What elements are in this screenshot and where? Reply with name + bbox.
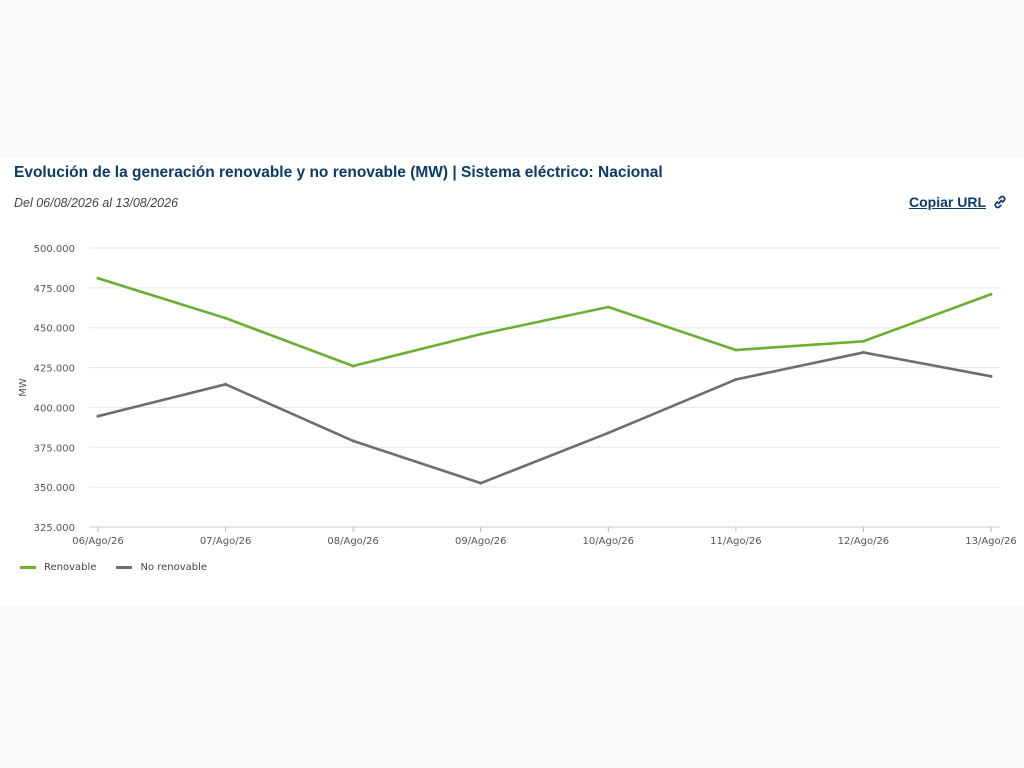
series-line-renovable bbox=[96, 276, 993, 368]
data-point bbox=[224, 316, 228, 320]
x-tick-label: 10/Ago/26 bbox=[583, 536, 635, 547]
data-point bbox=[479, 481, 483, 485]
data-point bbox=[224, 382, 228, 386]
copy-url-label: Copiar URL bbox=[909, 194, 986, 210]
data-point bbox=[479, 332, 483, 336]
legend-label-renovable: Renovable bbox=[44, 562, 97, 573]
chart-title: Evolución de la generación renovable y n… bbox=[14, 164, 663, 181]
data-point bbox=[351, 439, 355, 443]
copy-url-button[interactable]: Copiar URL bbox=[909, 194, 1008, 210]
data-point bbox=[606, 431, 610, 435]
data-point bbox=[351, 364, 355, 368]
y-tick-label: 500.000 bbox=[34, 244, 75, 255]
y-tick-label: 375.000 bbox=[34, 443, 75, 454]
x-tick-label: 09/Ago/26 bbox=[455, 536, 507, 547]
legend: Renovable No renovable bbox=[20, 562, 207, 573]
series-line-no-renovable bbox=[96, 351, 993, 485]
x-tick-label: 06/Ago/26 bbox=[72, 536, 124, 547]
legend-label-no-renovable: No renovable bbox=[140, 562, 208, 573]
data-point bbox=[989, 292, 993, 296]
legend-item-no-renovable[interactable]: No renovable bbox=[116, 562, 207, 573]
y-tick-label: 425.000 bbox=[34, 364, 75, 375]
x-tick-label: 07/Ago/26 bbox=[200, 536, 252, 547]
y-tick-label: 450.000 bbox=[34, 324, 75, 335]
y-axis-label: MW bbox=[18, 378, 29, 397]
data-point bbox=[606, 305, 610, 309]
data-point bbox=[861, 339, 865, 343]
data-point bbox=[96, 276, 100, 280]
line-chart: 325.000 350.000 375.000 400.000 425.000 450.0… bbox=[18, 244, 1017, 547]
y-tick-label: 475.000 bbox=[34, 284, 75, 295]
x-tick-label: 08/Ago/26 bbox=[327, 536, 379, 547]
chart-card: Evolución de la generación renovable y n… bbox=[0, 158, 1024, 606]
data-point bbox=[989, 374, 993, 378]
x-tick-label: 12/Ago/26 bbox=[838, 536, 890, 547]
data-point bbox=[734, 348, 738, 352]
data-point bbox=[861, 350, 865, 354]
link-icon bbox=[992, 194, 1008, 210]
data-point bbox=[96, 414, 100, 418]
y-tick-label: 350.000 bbox=[34, 483, 75, 494]
y-tick-label: 400.000 bbox=[34, 403, 75, 414]
data-point bbox=[734, 378, 738, 382]
y-tick-label: 325.000 bbox=[34, 523, 75, 534]
legend-swatch-renovable bbox=[20, 566, 36, 569]
date-range: Del 06/08/2026 al 13/08/2026 bbox=[14, 196, 179, 210]
legend-swatch-no-renovable bbox=[116, 566, 133, 569]
x-tick-label: 11/Ago/26 bbox=[710, 536, 762, 547]
legend-item-renovable[interactable]: Renovable bbox=[20, 562, 96, 573]
x-tick-label: 13/Ago/26 bbox=[965, 536, 1017, 547]
